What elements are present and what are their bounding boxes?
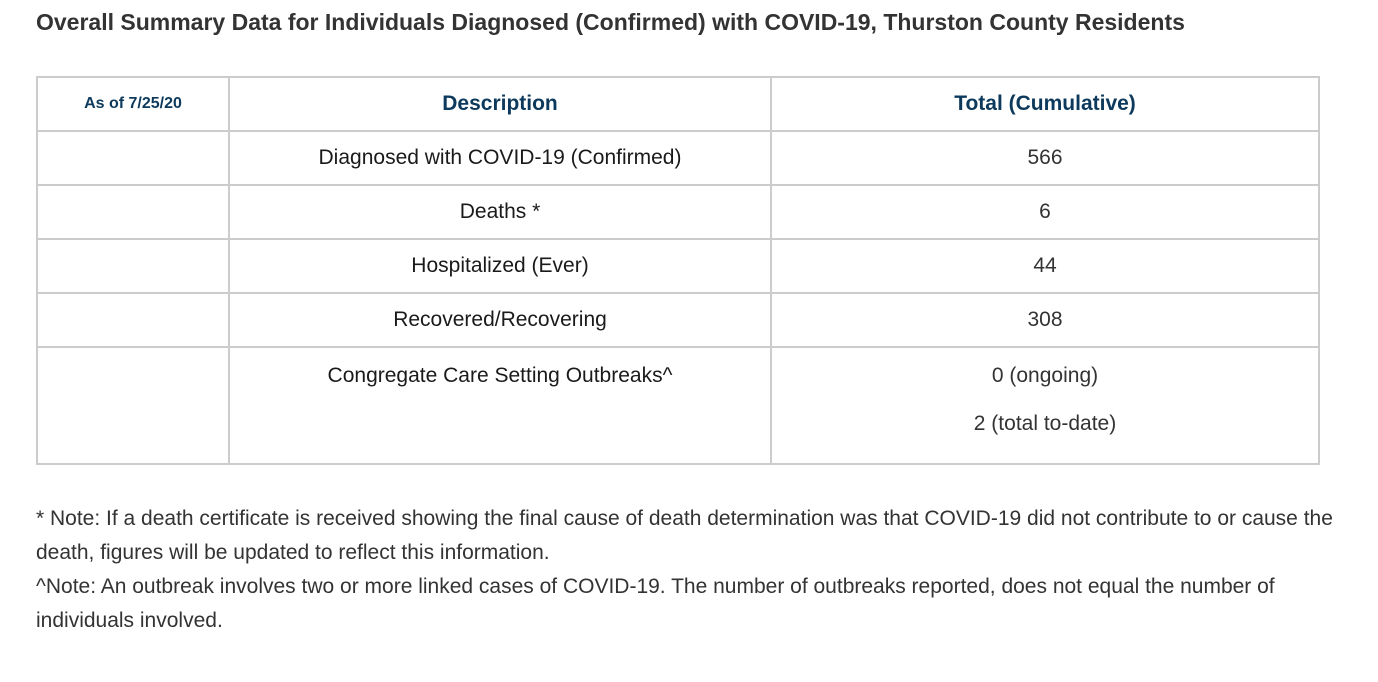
row-value-list: 0 (ongoing) 2 (total to-date)	[772, 348, 1318, 448]
ongoing-outbreaks-value: 0 (ongoing)	[991, 364, 1099, 387]
row-description: Diagnosed with COVID-19 (Confirmed)	[228, 130, 772, 186]
row-value: 566	[770, 130, 1320, 186]
row-value: 0 (ongoing) 2 (total to-date)	[770, 346, 1320, 465]
death-certificate-note: * Note: If a death certificate is receiv…	[36, 507, 1333, 564]
page-title: Overall Summary Data for Individuals Dia…	[36, 9, 1185, 35]
table-header-row: As of 7/25/20 Description Total (Cumulat…	[36, 76, 1320, 132]
as-of-date-header: As of 7/25/20	[36, 76, 230, 132]
summary-table: As of 7/25/20 Description Total (Cumulat…	[36, 76, 1320, 465]
table-row: Congregate Care Setting Outbreaks^ 0 (on…	[36, 346, 1320, 465]
empty-cell	[36, 184, 230, 240]
row-description: Hospitalized (Ever)	[228, 238, 772, 294]
empty-cell	[36, 238, 230, 294]
empty-cell	[36, 346, 230, 465]
table-row: Diagnosed with COVID-19 (Confirmed) 566	[36, 130, 1320, 186]
empty-cell	[36, 130, 230, 186]
empty-cell	[36, 292, 230, 348]
total-outbreaks-value: 2 (total to-date)	[973, 412, 1117, 435]
row-description: Congregate Care Setting Outbreaks^	[228, 346, 772, 465]
table-row: Hospitalized (Ever) 44	[36, 238, 1320, 294]
row-value: 44	[770, 238, 1320, 294]
table-row: Recovered/Recovering 308	[36, 292, 1320, 348]
row-description-text: Congregate Care Setting Outbreaks^	[327, 364, 673, 387]
footnotes: * Note: If a death certificate is receiv…	[36, 502, 1336, 638]
row-description: Recovered/Recovering	[228, 292, 772, 348]
outbreak-note: ^Note: An outbreak involves two or more …	[36, 575, 1275, 632]
row-value: 308	[770, 292, 1320, 348]
table-row: Deaths * 6	[36, 184, 1320, 240]
description-header: Description	[228, 76, 772, 132]
total-header: Total (Cumulative)	[770, 76, 1320, 132]
row-value: 6	[770, 184, 1320, 240]
row-description: Deaths *	[228, 184, 772, 240]
